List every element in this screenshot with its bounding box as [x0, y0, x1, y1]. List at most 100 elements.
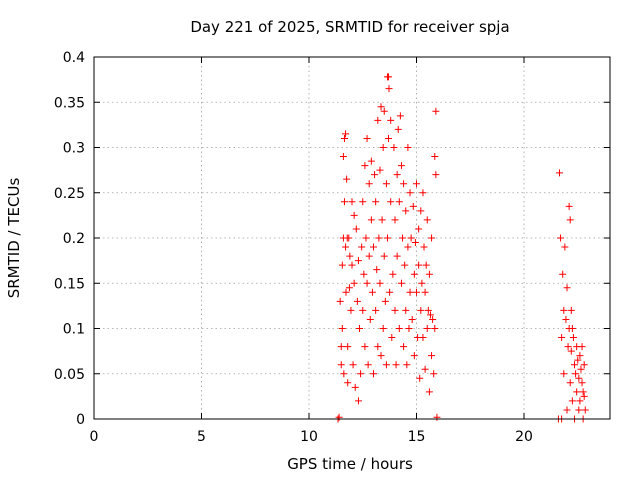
data-point	[373, 266, 381, 274]
data-point	[406, 288, 414, 296]
data-point	[387, 198, 395, 206]
y-tick-label: 0.1	[63, 322, 85, 338]
data-point	[415, 261, 423, 269]
data-point	[343, 175, 351, 183]
data-point	[368, 288, 376, 296]
data-point	[567, 347, 575, 355]
data-point	[402, 306, 410, 314]
data-point	[416, 374, 424, 382]
data-point	[372, 198, 380, 206]
data-point	[568, 397, 576, 405]
data-point	[426, 311, 434, 319]
data-point	[371, 171, 379, 179]
data-point	[340, 134, 348, 142]
data-point	[402, 207, 410, 215]
data-point	[409, 202, 417, 210]
data-point	[395, 198, 403, 206]
x-tick-label: 0	[90, 429, 99, 445]
data-point	[338, 261, 346, 269]
data-point	[408, 315, 416, 323]
data-point	[351, 383, 359, 391]
data-point	[407, 234, 415, 242]
data-point	[418, 279, 426, 287]
data-point	[425, 388, 433, 396]
x-tick-label: 10	[300, 429, 318, 445]
data-point	[399, 234, 407, 242]
y-tick-label: 0	[76, 412, 85, 428]
data-point	[578, 343, 586, 351]
data-point	[350, 279, 358, 287]
data-point	[336, 297, 344, 305]
data-point	[419, 334, 427, 342]
data-point	[431, 153, 439, 161]
data-point	[347, 306, 355, 314]
x-axis-label: GPS time / hours	[287, 455, 413, 473]
data-point	[557, 234, 565, 242]
data-point	[362, 234, 370, 242]
data-point	[560, 306, 568, 314]
data-point	[428, 234, 436, 242]
data-point	[417, 207, 425, 215]
data-point	[376, 166, 384, 174]
data-point	[379, 325, 387, 332]
plot-frame	[93, 56, 611, 420]
data-point	[388, 334, 396, 342]
data-point	[364, 361, 372, 369]
data-point	[387, 116, 395, 124]
data-point	[411, 239, 419, 247]
data-point	[569, 334, 577, 342]
data-point	[365, 180, 373, 188]
data-point	[340, 198, 348, 206]
data-point	[567, 306, 575, 314]
data-point	[361, 162, 369, 170]
data-point	[344, 343, 352, 351]
data-point	[571, 361, 579, 369]
data-point	[421, 365, 429, 373]
data-point	[380, 252, 388, 260]
data-point	[376, 279, 384, 287]
data-point	[422, 261, 430, 269]
data-point	[385, 134, 393, 142]
data-point	[574, 356, 582, 364]
x-tick-label: 20	[515, 429, 533, 445]
data-point	[566, 379, 574, 387]
data-point	[350, 211, 358, 219]
data-point	[345, 234, 353, 242]
data-point	[564, 343, 572, 351]
data-point	[382, 180, 390, 188]
data-point	[573, 388, 581, 396]
data-point	[413, 180, 420, 188]
data-point	[365, 252, 373, 260]
data-point	[337, 343, 345, 351]
data-point	[428, 352, 436, 360]
data-point	[344, 379, 352, 387]
data-point	[386, 288, 394, 296]
data-point	[339, 153, 347, 161]
data-point	[575, 374, 583, 382]
data-point	[404, 144, 412, 151]
data-point	[378, 216, 386, 224]
data-point	[417, 306, 425, 314]
data-point	[366, 315, 374, 323]
data-point	[346, 252, 354, 260]
data-point	[580, 361, 588, 369]
data-point	[391, 306, 399, 314]
data-point	[401, 261, 409, 269]
data-point	[430, 370, 438, 378]
data-point	[393, 171, 401, 179]
data-point	[403, 361, 411, 369]
data-point	[400, 343, 408, 351]
data-point	[377, 103, 385, 111]
data-point	[559, 270, 567, 278]
data-point	[420, 243, 428, 251]
data-point	[380, 107, 388, 115]
y-tick-label: 0.4	[63, 50, 85, 66]
data-point	[372, 306, 380, 314]
y-tick-label: 0.2	[63, 231, 85, 247]
data-point	[413, 288, 420, 296]
y-tick-label: 0.05	[54, 367, 85, 383]
data-point	[367, 216, 375, 224]
data-point	[394, 125, 402, 133]
data-point	[576, 397, 584, 405]
data-point	[575, 406, 583, 414]
